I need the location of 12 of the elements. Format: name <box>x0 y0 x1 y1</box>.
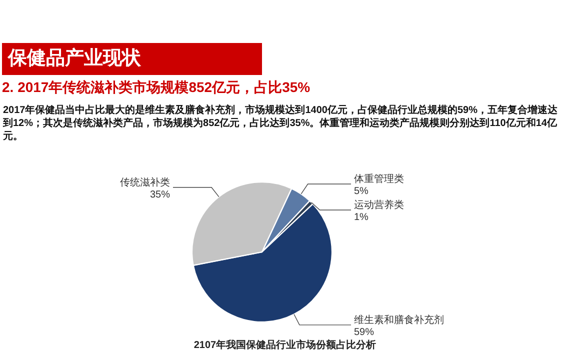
slice-label: 维生素和膳食补充剂 <box>354 314 444 326</box>
text: 2107年我国保健品行业市场份额占比分析 <box>192 338 378 352</box>
data-label: 59% <box>354 326 374 338</box>
data-label: 1% <box>354 212 369 224</box>
text: 2017年保健品当中占比最大的是维生素及膳食补充剂，市场规模达到1400亿元，占保健品行业总规模的59%，五年复合增速达到12%；其次是传统滋补类产品，市场规模为852亿元，占比达到35%。体重管理和运动类产品规模则分别达到110亿元和14亿元。 <box>3 104 558 143</box>
data-label: 5% <box>354 186 369 198</box>
chart-subtitle: 2. 2017年传统滋补类市场规模852亿元，占比35% <box>2 79 310 97</box>
data-label: 35% <box>150 189 170 200</box>
chart-title: 保健品产业现状 <box>2 43 262 75</box>
slice-label: 体重管理类 <box>354 173 404 186</box>
slice-label: 传统滋补类 <box>120 176 170 188</box>
slice-label: 运动营养类 <box>354 199 404 212</box>
